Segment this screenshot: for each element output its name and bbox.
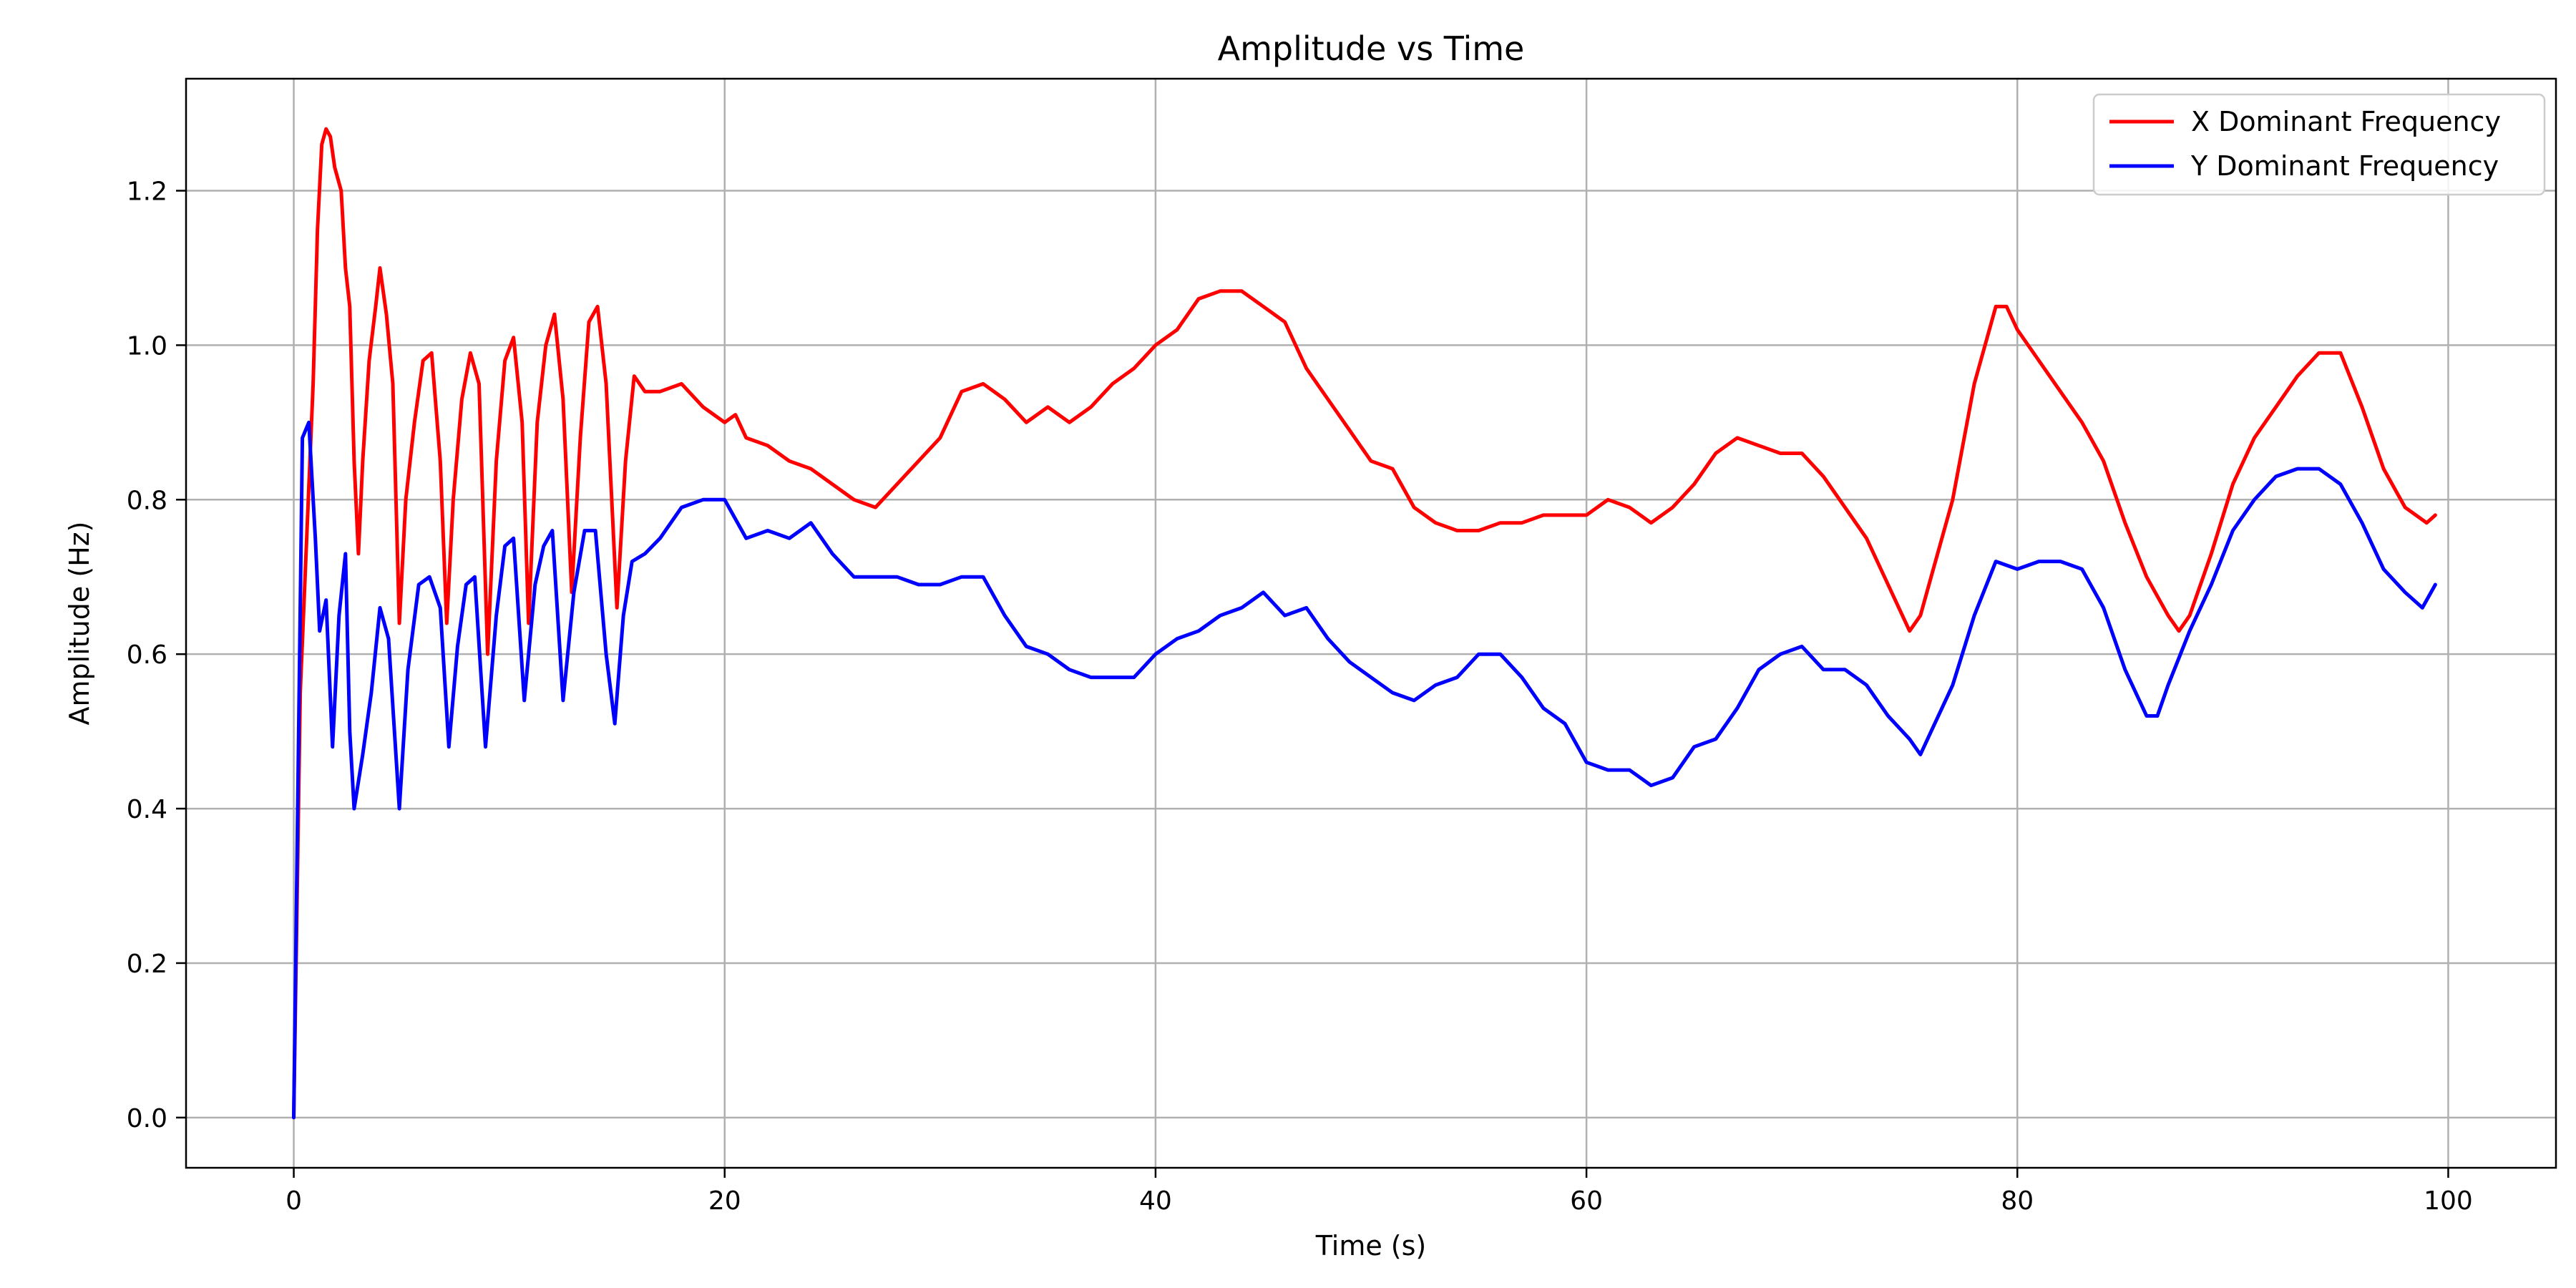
y-tick-label: 0.2 <box>127 950 167 979</box>
plot-frame <box>185 77 2557 1169</box>
series-layer <box>292 127 2437 1120</box>
x-axis-label: Time (s) <box>1315 1230 1427 1262</box>
y-tick-label: 0.4 <box>127 795 167 824</box>
x-tick-label: 80 <box>2001 1186 2034 1216</box>
legend-label-y: Y Dominant Frequency <box>2190 150 2499 182</box>
x-tick-label: 100 <box>2424 1186 2473 1216</box>
y-tick-label: 1.0 <box>127 331 167 361</box>
legend-label-x: X Dominant Frequency <box>2191 106 2501 137</box>
grid-lines <box>186 79 2556 1168</box>
x-tick-label: 40 <box>1139 1186 1172 1216</box>
legend: X Dominant Frequency Y Dominant Frequenc… <box>2092 93 2546 196</box>
y-tick-label: 0.8 <box>127 486 167 515</box>
series-line-y <box>292 420 2437 1120</box>
series-line-x <box>292 127 2437 1120</box>
x-tick-label: 60 <box>1570 1186 1603 1216</box>
x-tick-label: 0 <box>286 1186 302 1216</box>
x-tick-label: 20 <box>708 1186 741 1216</box>
y-tick-label: 0.6 <box>127 640 167 670</box>
y-axis-label: Amplitude (Hz) <box>64 522 95 726</box>
legend-box <box>2092 93 2546 196</box>
axis-ticks: 0 20 40 60 80 100 0.0 0.2 0.4 0.6 0.8 1.0 1.2 <box>127 177 2473 1216</box>
y-tick-label: 0.0 <box>127 1104 167 1133</box>
chart-title: Amplitude vs Time <box>1218 29 1525 68</box>
y-tick-label: 1.2 <box>127 177 167 207</box>
